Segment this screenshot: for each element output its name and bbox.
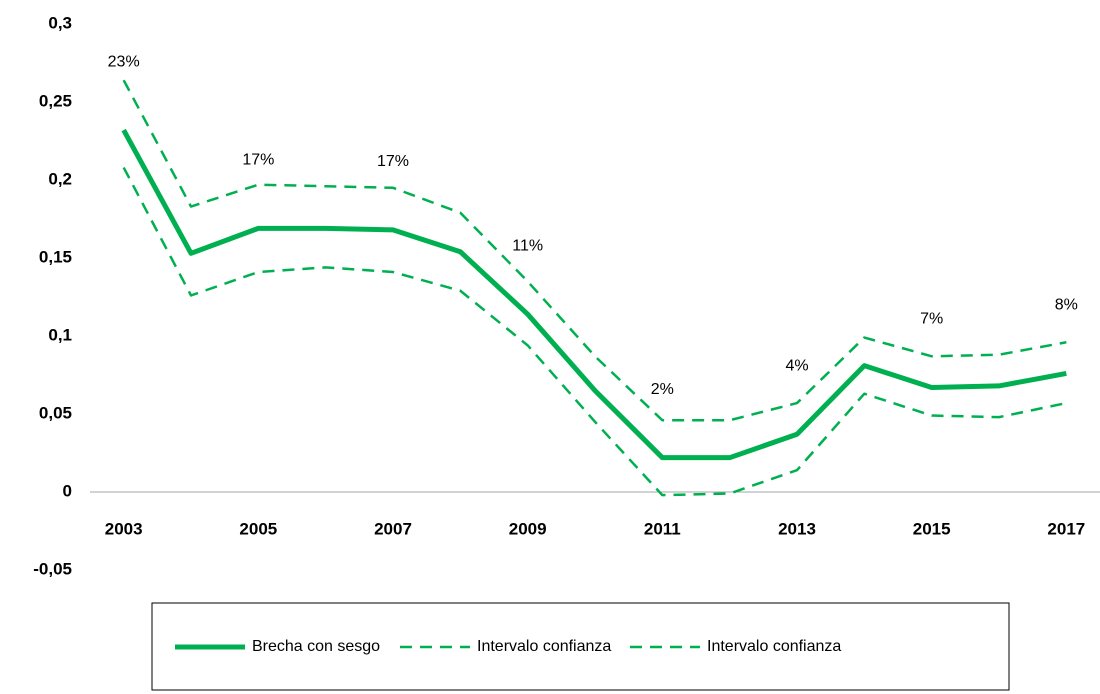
x-tick-label: 2005 [239,519,277,538]
data-label: 7% [920,311,943,328]
data-label: 17% [242,152,274,169]
x-tick-label: 2007 [374,519,412,538]
x-tick-label: 2013 [778,519,816,538]
data-label: 23% [108,53,140,70]
x-tick-label: 2015 [913,519,951,538]
legend-label: Intervalo confianza [707,638,841,655]
x-tick-label: 2009 [509,519,547,538]
legend-box [151,602,1010,691]
data-label: 17% [377,153,409,170]
y-tick-label: 0,3 [48,13,72,32]
data-label: 4% [785,357,808,374]
legend-label: Intervalo confianza [477,638,611,655]
data-label: 11% [512,237,543,254]
series-line [122,79,1067,422]
x-tick-label: 2017 [1047,519,1085,538]
y-tick-label: 0,25 [39,91,72,110]
x-tick-label: 2011 [644,519,681,538]
y-tick-label: -0,05 [33,559,72,578]
series-line [122,166,1067,497]
y-tick-label: 0,2 [48,169,72,188]
legend-label: Brecha con sesgo [252,638,380,655]
data-label: 8% [1055,297,1078,314]
data-label: 2% [651,381,674,398]
x-tick-label: 2003 [105,519,143,538]
y-tick-label: 0,1 [48,325,72,344]
series-line [121,128,1067,461]
y-tick-label: 0,15 [39,247,72,266]
y-tick-label: 0,05 [39,403,72,422]
y-tick-label: 0 [63,481,72,500]
